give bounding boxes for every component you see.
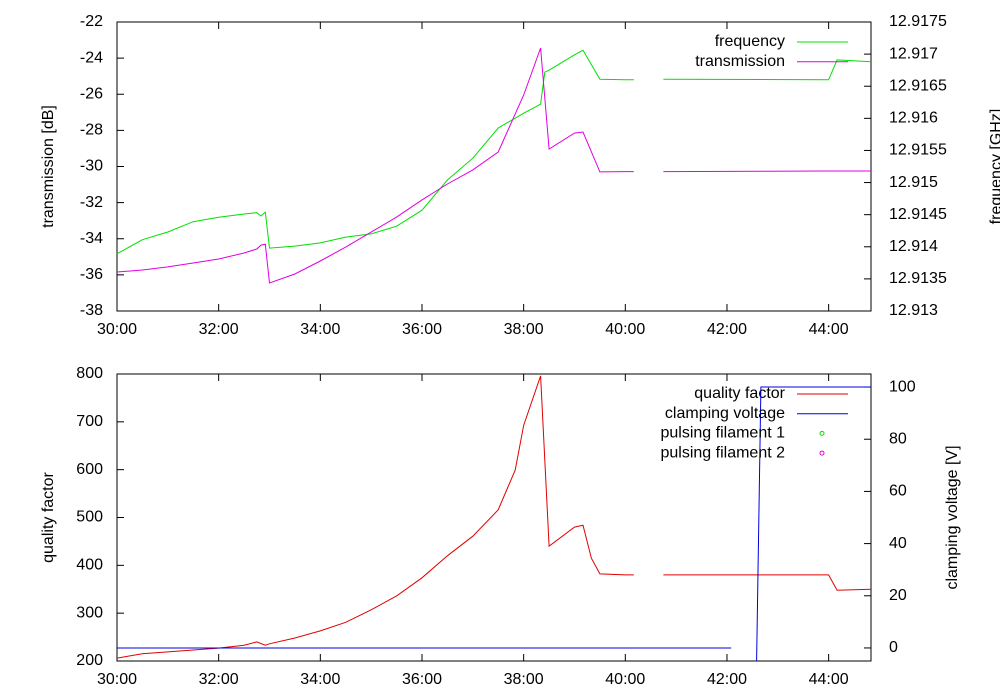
x-tick-label: 32:00: [199, 321, 239, 338]
y-tick-label: -36: [80, 266, 103, 283]
x-tick-label: 44:00: [809, 321, 849, 338]
y2-tick-label: 60: [889, 483, 907, 500]
series-line: [116, 375, 872, 659]
x-tick-label: 40:00: [605, 671, 645, 688]
x-tick-label: 32:00: [199, 671, 239, 688]
legend-marker: [819, 430, 825, 436]
y2-tick-label: 40: [889, 535, 907, 552]
y-axis-label: quality factor: [40, 471, 57, 562]
y-tick-label: 800: [76, 365, 103, 382]
x-tick-label: 38:00: [504, 671, 544, 688]
y-tick-label: 400: [76, 557, 103, 574]
legend-label: transmission: [695, 53, 785, 70]
x-tick-label: 36:00: [402, 321, 442, 338]
y2-tick-label: 12.9135: [889, 270, 947, 287]
y2-tick-label: 12.9175: [889, 13, 947, 30]
y2-tick-label: 0: [889, 639, 898, 656]
y2-tick-label: 20: [889, 587, 907, 604]
series-line: [116, 47, 871, 284]
x-tick-label: 34:00: [300, 321, 340, 338]
legend-label: pulsing filament 1: [660, 425, 785, 442]
y2-tick-label: 12.914: [889, 238, 938, 255]
series-line: [117, 386, 871, 662]
x-tick-label: 44:00: [809, 671, 849, 688]
y-tick-label: 700: [76, 413, 103, 430]
legend-label: clamping voltage: [665, 405, 785, 422]
y2-tick-label: 12.917: [889, 45, 938, 62]
legend-marker: [819, 450, 825, 456]
y-axis-label: transmission [dB]: [40, 105, 57, 228]
series-line: [116, 49, 872, 255]
y2-tick-label: 12.915: [889, 174, 938, 191]
x-tick-label: 42:00: [707, 321, 747, 338]
x-tick-label: 42:00: [707, 671, 747, 688]
y2-tick-label: 12.9165: [889, 77, 947, 94]
y-tick-label: -28: [80, 122, 103, 139]
y2-axis-label: clamping voltage [V]: [944, 445, 961, 589]
legend-label: frequency: [715, 33, 785, 50]
y2-tick-label: 12.916: [889, 110, 938, 127]
y2-tick-label: 12.9155: [889, 142, 947, 159]
y-tick-label: 600: [76, 461, 103, 478]
y2-axis-label: frequency [GHz]: [988, 109, 1000, 225]
x-tick-label: 30:00: [97, 321, 137, 338]
y-tick-label: -22: [80, 13, 103, 30]
legend-label: quality factor: [694, 385, 785, 402]
x-tick-label: 38:00: [504, 321, 544, 338]
y-tick-label: -38: [80, 302, 103, 319]
y2-tick-label: 80: [889, 430, 907, 447]
x-tick-label: 34:00: [300, 671, 340, 688]
y-tick-label: -32: [80, 194, 103, 211]
y-tick-label: 500: [76, 509, 103, 526]
x-tick-label: 36:00: [402, 671, 442, 688]
y-tick-label: -24: [80, 49, 103, 66]
y-tick-label: -30: [80, 158, 103, 175]
x-tick-label: 40:00: [605, 321, 645, 338]
y2-tick-label: 12.9145: [889, 206, 947, 223]
y-tick-label: 200: [76, 652, 103, 669]
y-tick-label: 300: [76, 604, 103, 621]
legend-label: pulsing filament 2: [660, 444, 785, 461]
y2-tick-label: 100: [889, 378, 916, 395]
y-tick-label: -34: [80, 230, 103, 247]
x-tick-label: 30:00: [97, 671, 137, 688]
y2-tick-label: 12.913: [889, 302, 938, 319]
y-tick-label: -26: [80, 85, 103, 102]
